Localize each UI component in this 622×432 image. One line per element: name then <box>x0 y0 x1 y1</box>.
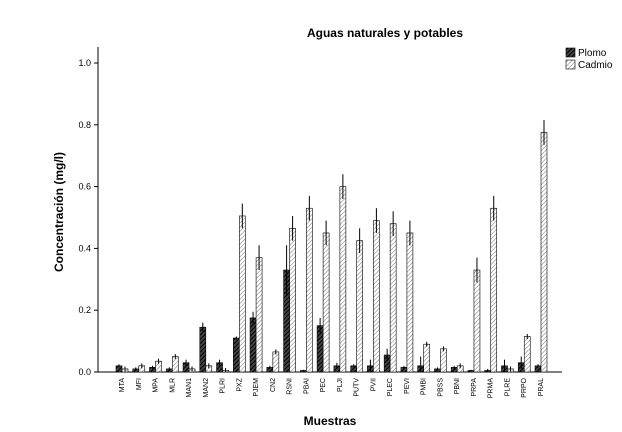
bar-plomo <box>199 326 207 373</box>
x-axis-label: Muestras <box>304 414 357 428</box>
category-label: PRMA <box>488 378 495 399</box>
bar-cadmio <box>389 223 397 373</box>
category-label: PLRE <box>504 378 511 397</box>
category-label: MLR <box>169 378 176 393</box>
category-label: PXZ <box>236 377 243 391</box>
legend-label-cadmio: Cadmio <box>578 60 613 71</box>
legend-label-plomo: Plomo <box>578 48 607 59</box>
bar-cadmio <box>540 132 548 373</box>
category-label: MFI <box>136 378 143 390</box>
y-tick-label: 0.2 <box>78 305 91 315</box>
category-label: PJEM <box>253 378 260 397</box>
y-tick-label: 0.6 <box>78 182 91 192</box>
bar-cadmio <box>473 269 481 373</box>
bar-cadmio <box>239 215 246 373</box>
category-label: CN2 <box>270 378 277 392</box>
bar-cadmio <box>490 207 498 373</box>
y-axis: 0.0 0.2 0.4 0.6 0.8 1.0 <box>78 47 99 377</box>
category-label: PLRI <box>220 378 227 394</box>
bar-plomo <box>249 317 257 373</box>
category-label: PUTV <box>354 378 361 397</box>
category-label: PBAI <box>303 378 310 394</box>
bar-cadmio <box>306 207 313 373</box>
y-axis-label: Concentración (mg/l) <box>52 152 66 272</box>
bar-cadmio <box>440 348 447 373</box>
category-label: PRPA <box>471 378 478 397</box>
bar-cadmio <box>255 257 263 373</box>
category-label: PBNI <box>454 378 461 394</box>
bar-cadmio <box>322 232 330 373</box>
category-label: PEVI <box>404 378 411 394</box>
bar-cadmio <box>406 232 414 373</box>
category-label: PLJI <box>337 378 344 392</box>
category-label: PVII <box>370 378 377 391</box>
category-label: PRPO <box>521 377 528 397</box>
y-tick-label: 0.8 <box>78 120 91 130</box>
category-label: PBSS <box>437 378 444 397</box>
bar-cadmio <box>423 343 430 373</box>
category-label: MAN2 <box>203 378 210 398</box>
y-tick-label: 0.4 <box>78 243 91 253</box>
category-label: PMBI <box>421 378 428 395</box>
bar-cadmio <box>523 336 531 373</box>
bar-plomo <box>233 337 240 373</box>
category-labels: MTA MFI MPA MLR MAN1 MAN2 PLRI PXZ PJEM CN2 RSNI PB… <box>119 377 545 398</box>
bar-cadmio <box>356 240 363 373</box>
y-tick-label: 1.0 <box>78 58 91 68</box>
category-label: MTA <box>119 378 126 393</box>
error-bars-group <box>118 120 545 372</box>
category-label: MPA <box>153 378 160 393</box>
legend-swatch-cadmio <box>565 59 576 70</box>
category-label: RSNI <box>287 378 294 395</box>
category-label: PLEC <box>387 378 394 396</box>
bars-group <box>115 132 548 373</box>
category-label: PRAL <box>538 378 545 396</box>
chart-title: Aguas naturales y potables <box>307 26 463 40</box>
bar-cadmio <box>289 228 296 373</box>
category-label: PEC <box>320 378 327 392</box>
category-label: MAN1 <box>186 378 193 398</box>
bar-cadmio <box>272 351 280 373</box>
y-tick-label: 0.0 <box>78 367 91 377</box>
bar-cadmio <box>373 220 380 373</box>
legend-swatch-plomo <box>565 47 576 58</box>
bar-cadmio <box>339 186 347 373</box>
